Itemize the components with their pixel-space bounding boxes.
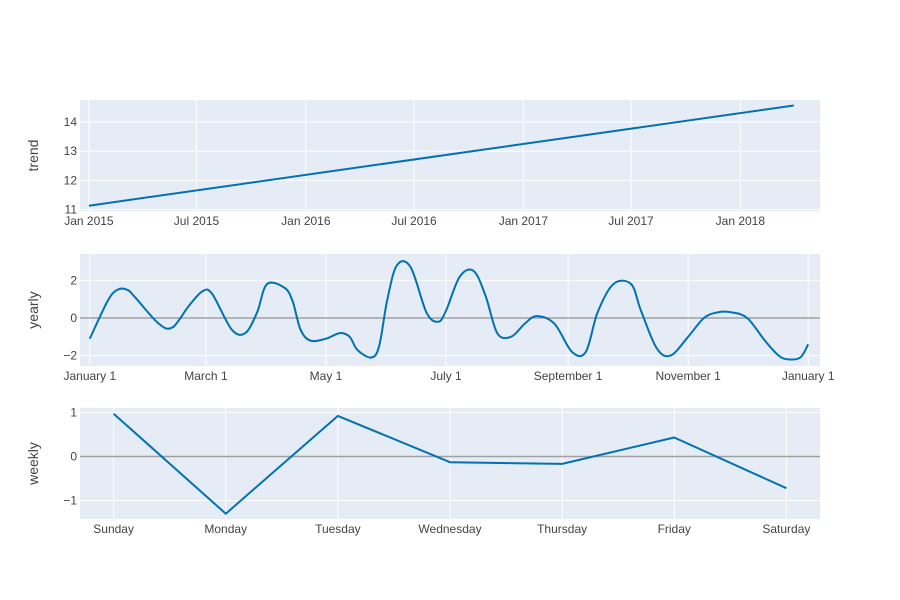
y-axis-title: trend <box>25 140 41 172</box>
series-line-trend <box>88 104 794 207</box>
x-tick-label: Jan 2017 <box>499 214 549 228</box>
y-axis-title: weekly <box>25 442 41 486</box>
subplot-trend: Jan 2015 Jul 2015 Jan 2016 Jul 2016 Jan 2017… <box>25 100 820 228</box>
y-tick-label: 1 <box>70 405 77 419</box>
x-tick-label: Saturday <box>762 522 810 536</box>
x-tick-label: Jan 2016 <box>281 214 331 228</box>
x-tick-label: Jul 2017 <box>608 214 654 228</box>
x-tick-label: Tuesday <box>315 522 361 536</box>
x-tick-label: Friday <box>658 522 691 536</box>
x-tick-label: January 1 <box>782 369 835 383</box>
y-tick-label: 14 <box>64 115 78 129</box>
x-tick-label: Monday <box>204 522 247 536</box>
x-tick-label: March 1 <box>184 369 228 383</box>
x-tick-label: Jan 2015 <box>64 214 114 228</box>
subplot-weekly: Sunday Monday Tuesday Wednesday Thursday Frid… <box>25 405 820 536</box>
y-axis-title: yearly <box>25 291 41 328</box>
y-tick-label: 0 <box>70 449 77 463</box>
x-tick-label: Jan 2018 <box>716 214 766 228</box>
y-tick-label: 11 <box>65 203 78 217</box>
y-tick-label: 0 <box>70 311 77 325</box>
y-tick-label: 13 <box>64 144 78 158</box>
series-line-yearly <box>88 260 810 361</box>
x-tick-label: Jul 2016 <box>391 214 437 228</box>
x-tick-label: November 1 <box>655 369 721 383</box>
x-tick-label: January 1 <box>63 369 116 383</box>
x-tick-label: Wednesday <box>418 522 481 536</box>
y-tick-label: 12 <box>64 173 78 187</box>
plot-area-yearly <box>80 254 820 366</box>
x-tick-label: July 1 <box>430 369 462 383</box>
x-tick-label: Sunday <box>93 522 134 536</box>
y-tick-label: −1 <box>63 494 77 508</box>
x-tick-label: Thursday <box>537 522 587 536</box>
subplot-yearly: January 1 March 1 May 1 July 1 September 1 No… <box>25 254 835 383</box>
x-tick-label: May 1 <box>310 369 343 383</box>
series-line-weekly <box>112 412 787 515</box>
y-tick-label: −2 <box>63 349 77 363</box>
y-tick-label: 2 <box>70 273 77 287</box>
x-tick-label: Jul 2015 <box>174 214 220 228</box>
x-tick-label: September 1 <box>534 369 603 383</box>
